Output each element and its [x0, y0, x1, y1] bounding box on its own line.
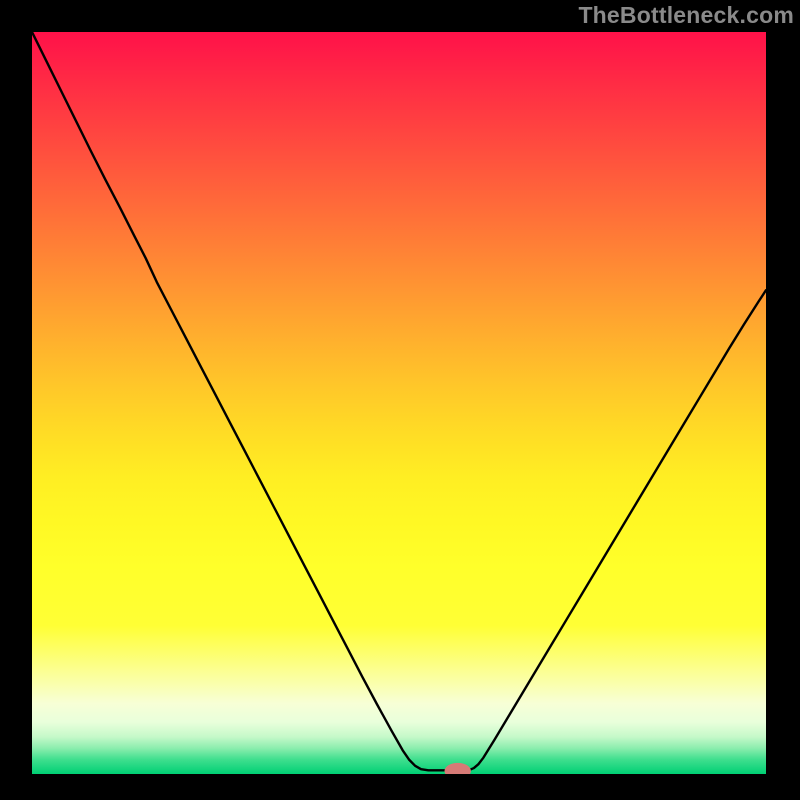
chart-frame: TheBottleneck.com [0, 0, 800, 800]
chart-svg [32, 32, 766, 774]
heatmap-background [32, 32, 766, 774]
plot-area [32, 32, 766, 774]
watermark-text: TheBottleneck.com [578, 2, 794, 29]
